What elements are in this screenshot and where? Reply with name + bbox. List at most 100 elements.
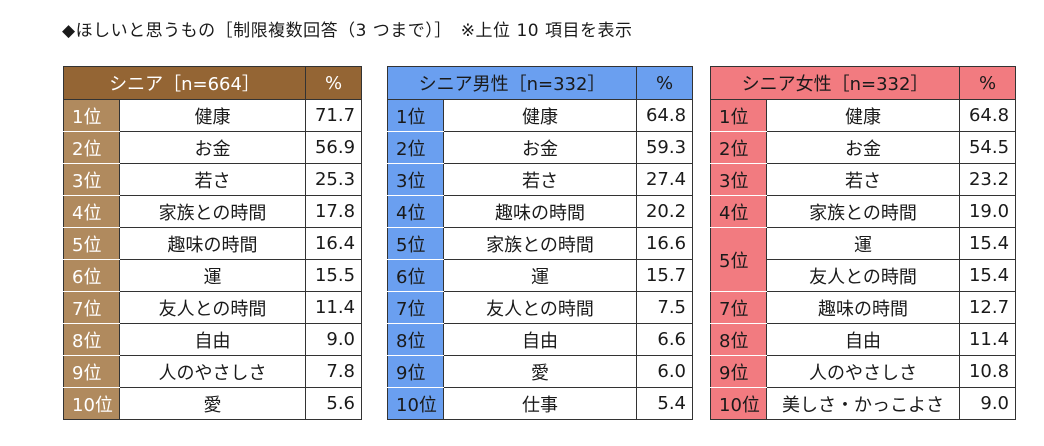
table-row: 8位 自由 11.4 bbox=[710, 323, 1017, 356]
item-cell: 家族との時間 bbox=[442, 227, 638, 260]
table-row: 7位 趣味の時間 12.7 bbox=[710, 291, 1017, 324]
item-cell: お金 bbox=[765, 131, 961, 164]
percent-header: % bbox=[959, 66, 1017, 100]
value-cell: 9.0 bbox=[959, 387, 1017, 420]
rank-cell: 7位 bbox=[387, 291, 444, 324]
table-row: 6位運 15.7 bbox=[387, 259, 694, 292]
value-cell: 15.4 bbox=[959, 259, 1017, 292]
rank-cell: 2位 bbox=[710, 131, 767, 164]
percent-header: % bbox=[636, 66, 694, 100]
table-row: 9位 人のやさしさ 10.8 bbox=[710, 355, 1017, 388]
rank-cell: 8位 bbox=[710, 323, 767, 356]
value-cell: 54.5 bbox=[959, 131, 1017, 164]
item-cell: 愛 bbox=[118, 387, 307, 420]
value-cell: 9.0 bbox=[305, 323, 363, 356]
table-row: 2位 お金 59.3 bbox=[387, 131, 694, 164]
value-cell: 17.8 bbox=[305, 195, 363, 228]
ranking-table-senior-men: シニア男性［n=332］ % 1位 健康 64.8 2位 お金 59.3 3位 若さ 27.… bbox=[386, 66, 694, 420]
table-row: 4位 趣味の時間 20.2 bbox=[387, 195, 694, 228]
rank-cell: 6位 bbox=[63, 259, 120, 292]
value-cell: 16.6 bbox=[636, 227, 694, 260]
item-cell: 運 bbox=[118, 259, 307, 292]
value-cell: 23.2 bbox=[959, 163, 1017, 196]
rank-cell: 2位 bbox=[387, 131, 444, 164]
value-cell: 19.0 bbox=[959, 195, 1017, 228]
value-cell: 11.4 bbox=[305, 291, 363, 324]
value-cell: 16.4 bbox=[305, 227, 363, 260]
item-cell: 自由 bbox=[442, 323, 638, 356]
table-row: 5位 趣味の時間 16.4 bbox=[63, 227, 363, 260]
ranking-table-seniors: シニア［n=664］ % 1位 健康 71.7 2位 お金 56.9 3位 若さ 25.3 … bbox=[62, 66, 363, 420]
item-cell: 趣味の時間 bbox=[765, 291, 961, 324]
value-cell: 56.9 bbox=[305, 131, 363, 164]
ranking-table-senior-women: シニア女性［n=332］ % 1位 健康 64.8 2位 お金 54.5 3位 若さ 23.… bbox=[709, 66, 1017, 420]
table-row: 9位 人のやさしさ 7.8 bbox=[63, 355, 363, 388]
table-row: 2位 お金 56.9 bbox=[63, 131, 363, 164]
rank-cell: 5位 bbox=[63, 227, 120, 260]
item-cell: 自由 bbox=[118, 323, 307, 356]
value-cell: 64.8 bbox=[959, 99, 1017, 132]
table-header-row: シニア男性［n=332］ % bbox=[386, 66, 694, 100]
rank-cell: 10位 bbox=[63, 387, 120, 420]
item-cell: 家族との時間 bbox=[118, 195, 307, 228]
item-cell: 若さ bbox=[442, 163, 638, 196]
percent-header: % bbox=[305, 66, 363, 100]
table-row: 1位 健康 64.8 bbox=[710, 99, 1017, 132]
table-row: 5位 家族との時間 16.6 bbox=[387, 227, 694, 260]
value-cell: 10.8 bbox=[959, 355, 1017, 388]
value-cell: 15.4 bbox=[959, 227, 1017, 260]
item-cell: 運 bbox=[442, 259, 638, 292]
item-cell: 健康 bbox=[765, 99, 961, 132]
value-cell: 15.5 bbox=[305, 259, 363, 292]
item-cell: 愛 bbox=[442, 355, 638, 388]
item-cell: 趣味の時間 bbox=[442, 195, 638, 228]
table-header-row: シニア女性［n=332］ % bbox=[709, 66, 1017, 100]
table-row: 3位 若さ 27.4 bbox=[387, 163, 694, 196]
rank-cell: 4位 bbox=[63, 195, 120, 228]
item-cell: 若さ bbox=[765, 163, 961, 196]
table-row: 3位 若さ 23.2 bbox=[710, 163, 1017, 196]
table-row: 5位運 15.4 bbox=[710, 227, 1017, 292]
rank-cell: 4位 bbox=[710, 195, 767, 228]
value-cell: 64.8 bbox=[636, 99, 694, 132]
table-row: 8位 自由 9.0 bbox=[63, 323, 363, 356]
value-cell: 11.4 bbox=[959, 323, 1017, 356]
value-cell: 5.6 bbox=[305, 387, 363, 420]
value-cell: 25.3 bbox=[305, 163, 363, 196]
item-cell: 友人との時間 bbox=[118, 291, 307, 324]
value-cell: 15.7 bbox=[636, 259, 694, 292]
rank-cell: 8位 bbox=[63, 323, 120, 356]
table-row: 9位愛 6.0 bbox=[387, 355, 694, 388]
value-cell: 12.7 bbox=[959, 291, 1017, 324]
table-row: 10位愛 5.6 bbox=[63, 387, 363, 420]
value-cell: 5.4 bbox=[636, 387, 694, 420]
table-header-row: シニア［n=664］ % bbox=[62, 66, 363, 100]
item-cell: 若さ bbox=[118, 163, 307, 196]
rank-cell: 9位 bbox=[710, 355, 767, 388]
table-row: 3位 若さ 25.3 bbox=[63, 163, 363, 196]
table-row: 友人との時間 15.4 bbox=[711, 259, 1017, 292]
rank-cell: 7位 bbox=[710, 291, 767, 324]
rank-cell: 1位 bbox=[387, 99, 444, 132]
item-cell: 趣味の時間 bbox=[118, 227, 307, 260]
page-heading: ◆ほしいと思うもの［制限複数回答（3 つまで）］ ※上位 10 項目を表示 bbox=[62, 21, 633, 41]
rank-cell: 10位 bbox=[710, 387, 767, 420]
rank-cell: 6位 bbox=[387, 259, 444, 292]
item-cell: 家族との時間 bbox=[765, 195, 961, 228]
table-row: 10位 仕事 5.4 bbox=[387, 387, 694, 420]
rank-cell: 10位 bbox=[387, 387, 444, 420]
rank-cell: 3位 bbox=[63, 163, 120, 196]
value-cell: 59.3 bbox=[636, 131, 694, 164]
item-cell: 美しさ・かっこよさ bbox=[765, 387, 961, 420]
rank-cell: 8位 bbox=[387, 323, 444, 356]
item-cell: 運 bbox=[765, 227, 961, 260]
table-row: 4位 家族との時間 19.0 bbox=[710, 195, 1017, 228]
rank-cell: 4位 bbox=[387, 195, 444, 228]
value-cell: 7.8 bbox=[305, 355, 363, 388]
item-cell: 人のやさしさ bbox=[118, 355, 307, 388]
table-row: 1位 健康 64.8 bbox=[387, 99, 694, 132]
table-row: 7位 友人との時間 7.5 bbox=[387, 291, 694, 324]
rank-cell: 9位 bbox=[387, 355, 444, 388]
item-cell: 仕事 bbox=[442, 387, 638, 420]
item-cell: お金 bbox=[442, 131, 638, 164]
